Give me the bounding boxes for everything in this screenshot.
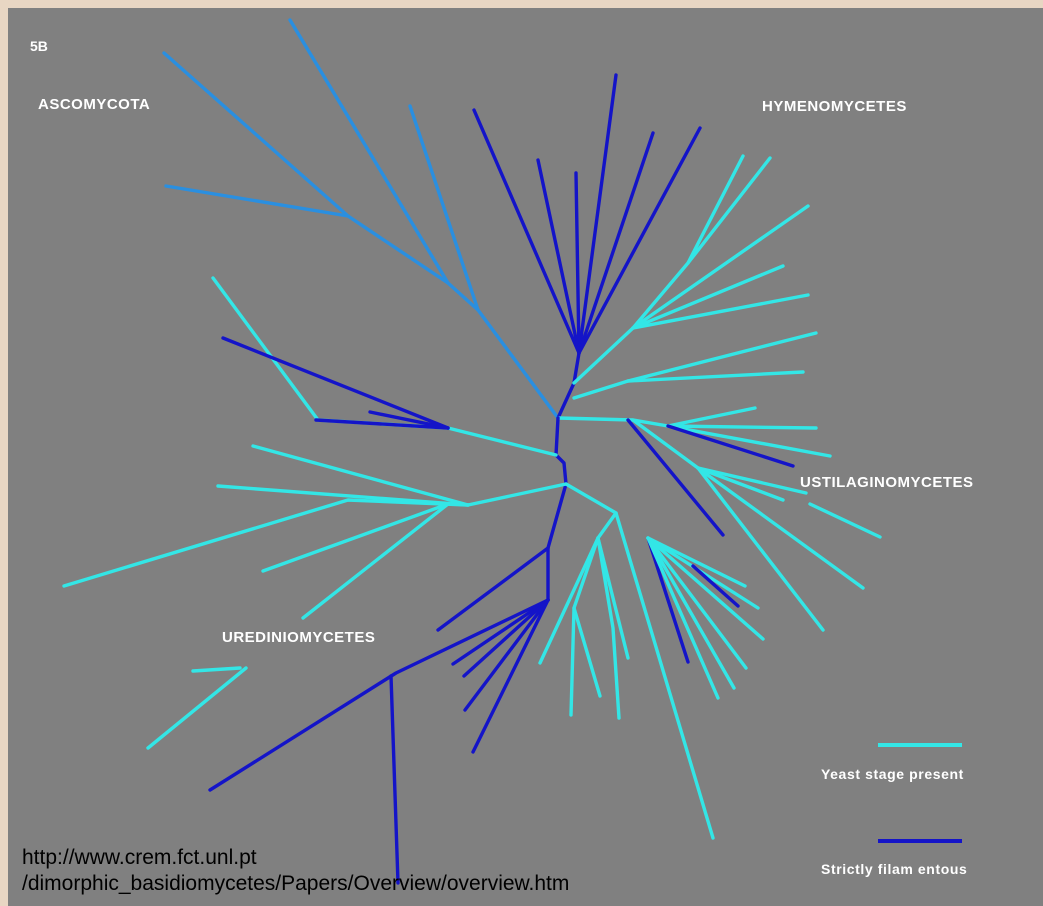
tree-branch bbox=[646, 536, 690, 664]
phylogenetic-tree bbox=[62, 18, 882, 885]
tree-branch bbox=[546, 482, 568, 602]
tree-branch bbox=[554, 416, 568, 486]
tree-branch bbox=[696, 466, 865, 590]
tree-branch bbox=[646, 536, 748, 670]
tree-branch bbox=[646, 536, 747, 588]
clade-label-urediniomycetes: UREDINIOMYCETES bbox=[222, 629, 376, 646]
clade-label-ustilaginomycetes: USTILAGINOMYCETES bbox=[800, 474, 974, 491]
tree-branch bbox=[572, 331, 818, 400]
tree-branch bbox=[164, 184, 350, 218]
tree-branch bbox=[301, 502, 450, 620]
tree-branch bbox=[208, 598, 550, 792]
tree-branch bbox=[261, 502, 450, 573]
tree-branch bbox=[436, 546, 550, 632]
tree-branch bbox=[221, 336, 450, 430]
tree-branch bbox=[626, 370, 805, 383]
tree-branch bbox=[572, 156, 772, 385]
tree-branch bbox=[646, 536, 736, 690]
tree-branch bbox=[572, 606, 602, 698]
tree-branch bbox=[577, 131, 655, 355]
tree-branch bbox=[808, 502, 882, 539]
tree-branch bbox=[666, 424, 795, 468]
tree-branch bbox=[631, 293, 810, 330]
tree-branch bbox=[451, 598, 550, 666]
legend-swatch-filamentous bbox=[878, 839, 962, 843]
tree-branch bbox=[556, 416, 832, 458]
clade-label-ascomycota: ASCOMYCOTA bbox=[38, 96, 151, 113]
tree-branch bbox=[596, 536, 621, 720]
legend-swatch-yeast bbox=[878, 743, 962, 747]
tree-branch bbox=[472, 108, 581, 355]
tree-branch bbox=[646, 536, 765, 641]
tree-branch bbox=[389, 674, 400, 885]
tree-branch bbox=[471, 598, 550, 754]
tree-branch bbox=[211, 276, 558, 457]
tree-branch bbox=[577, 126, 702, 355]
source-url: http://www.crem.fct.unl.pt /dimorphic_ba… bbox=[22, 845, 569, 897]
tree-branch bbox=[62, 498, 470, 588]
tree-branch bbox=[691, 564, 740, 608]
tree-branch bbox=[408, 104, 480, 312]
tree-branch bbox=[368, 410, 450, 430]
tree-branch bbox=[696, 466, 808, 495]
figure-panel: 5B ASCOMYCOTA HYMENOMYCETES USTILAGINOMY… bbox=[8, 8, 1043, 906]
legend-label-yeast: Yeast stage present bbox=[821, 766, 964, 782]
panel-label: 5B bbox=[30, 38, 48, 54]
clade-label-hymenomycetes: HYMENOMYCETES bbox=[762, 98, 907, 115]
source-url-line1: http://www.crem.fct.unl.pt bbox=[22, 846, 257, 869]
tree-branch bbox=[686, 154, 745, 265]
tree-branch bbox=[646, 536, 720, 700]
legend-label-filamentous: Strictly filam entous bbox=[821, 861, 968, 877]
tree-branch bbox=[462, 598, 550, 678]
tree-branch bbox=[666, 406, 757, 428]
tree-branch bbox=[631, 204, 810, 330]
tree-branch bbox=[696, 466, 785, 502]
tree-branch bbox=[251, 444, 568, 507]
source-url-line2: /dimorphic_basidiomycetes/Papers/Overvie… bbox=[22, 872, 570, 895]
tree-branch bbox=[536, 158, 581, 355]
tree-branch bbox=[666, 424, 818, 430]
tree-branch bbox=[596, 536, 630, 660]
tree-branch bbox=[191, 666, 242, 673]
tree-branch bbox=[556, 171, 581, 420]
tree-branch bbox=[146, 666, 248, 750]
tree-branch bbox=[626, 418, 725, 537]
tree-branch bbox=[577, 73, 618, 355]
tree-branch bbox=[288, 18, 450, 285]
tree-branch bbox=[162, 51, 560, 420]
tree-branch bbox=[314, 418, 450, 430]
tree-branch bbox=[463, 598, 550, 712]
tree-branch bbox=[631, 264, 785, 330]
